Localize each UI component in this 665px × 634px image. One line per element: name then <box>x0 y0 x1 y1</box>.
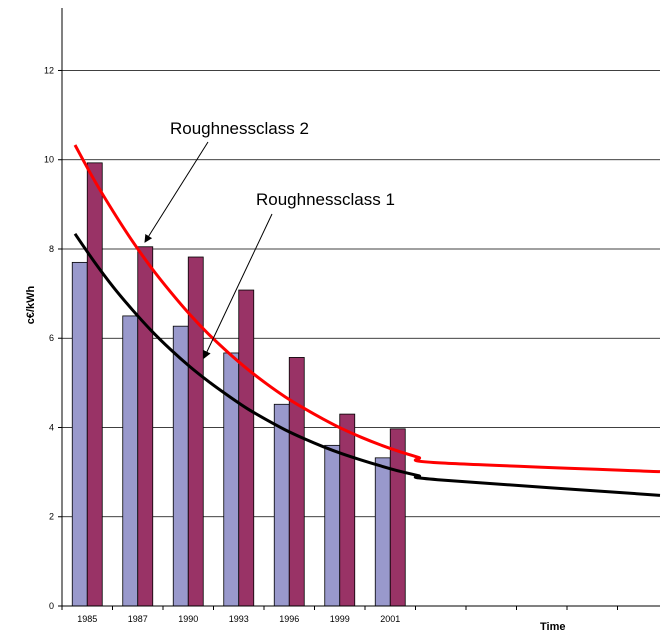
annotation-roughnessclass-1: Roughnessclass 1 <box>203 190 395 359</box>
bar-series-2-1990 <box>187 256 204 607</box>
bar-series-2-2001 <box>389 428 406 607</box>
trend-lines <box>73 144 661 497</box>
y-tick-label-12: 12 <box>44 65 54 75</box>
x-tick-label-1990: 1990 <box>178 614 198 624</box>
x-tick-label-1996: 1996 <box>279 614 299 624</box>
bar-series-1-1987 <box>122 315 139 607</box>
bar-series-2-1993 <box>238 289 255 607</box>
trend-line-roughnessclass-2 <box>73 144 661 474</box>
annotation-roughnessclass-2-label: Roughnessclass 2 <box>170 119 309 138</box>
y-tick-label-10: 10 <box>44 155 54 165</box>
bar-series-1-2001 <box>374 457 391 607</box>
y-tick-label-4: 4 <box>49 422 54 432</box>
x-tick-labels: 1985 1987 1990 1993 1996 1999 2001 <box>77 614 400 624</box>
x-tick-label-1993: 1993 <box>229 614 249 624</box>
annotation-roughnessclass-2-arrow <box>144 141 209 243</box>
bar-series-2-1987 <box>137 246 154 607</box>
bar-series-1-1999 <box>324 444 341 607</box>
x-axis-title: Time <box>540 621 565 633</box>
y-tick-label-0: 0 <box>49 601 54 611</box>
bars <box>71 162 406 607</box>
bar-series-1-1996 <box>273 403 290 607</box>
x-tick-label-1987: 1987 <box>128 614 148 624</box>
trend-line-roughnessclass-1 <box>73 232 661 497</box>
bar-series-1-1990 <box>172 325 189 607</box>
annotation-roughnessclass-1-arrow <box>203 213 273 359</box>
y-tick-labels: 0 2 4 6 8 10 12 <box>44 65 54 611</box>
x-tick-label-1999: 1999 <box>330 614 350 624</box>
x-tick-label-1985: 1985 <box>77 614 97 624</box>
y-axis-title: c€/kWh <box>25 285 37 324</box>
bar-series-2-1985 <box>86 162 103 607</box>
bar-series-2-1999 <box>339 413 356 607</box>
bar-series-1-1993 <box>223 352 240 607</box>
axes <box>58 8 660 610</box>
y-tick-label-8: 8 <box>49 244 54 254</box>
annotation-roughnessclass-1-label: Roughnessclass 1 <box>256 190 395 209</box>
annotation-roughnessclass-2: Roughnessclass 2 <box>144 119 309 243</box>
x-tick-label-2001: 2001 <box>380 614 400 624</box>
y-tick-label-2: 2 <box>49 512 54 522</box>
bar-series-1-1985 <box>71 261 88 607</box>
bar-series-2-1996 <box>288 357 305 607</box>
gridlines <box>62 70 660 518</box>
y-tick-label-6: 6 <box>49 333 54 343</box>
